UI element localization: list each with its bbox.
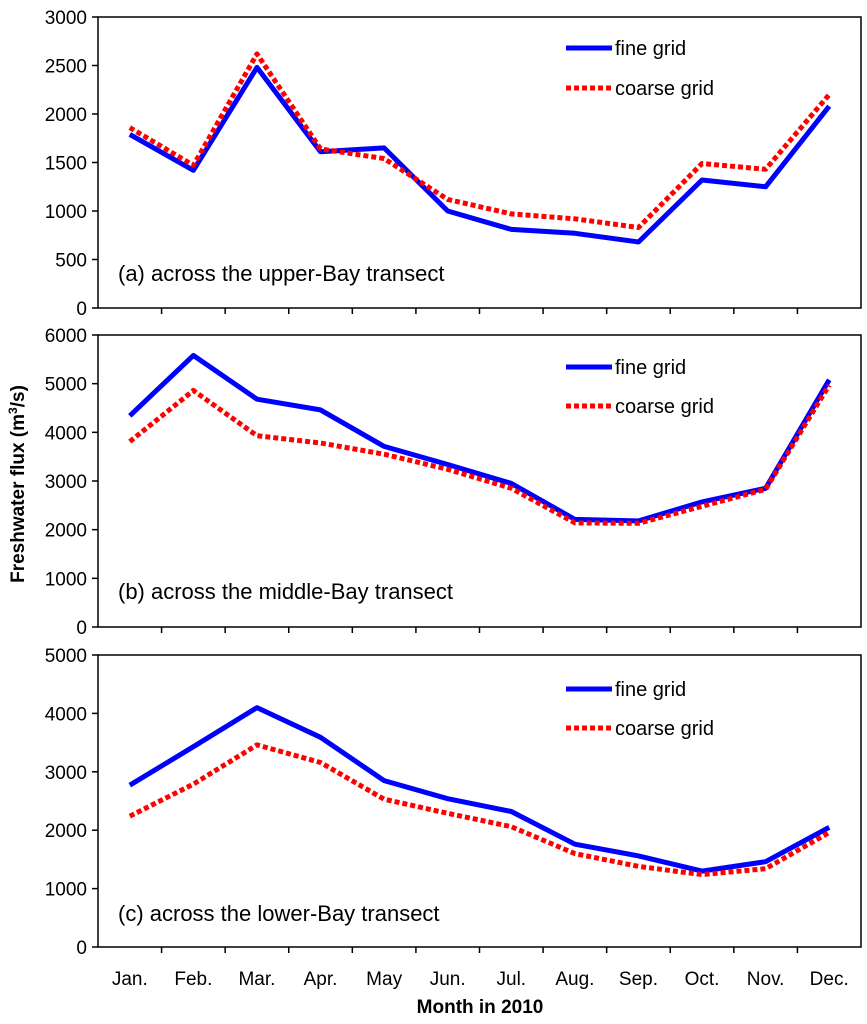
y-tick-label: 1000 (45, 880, 87, 901)
series-fine-grid-line (128, 64, 832, 245)
x-tick-label: Dec. (810, 969, 849, 990)
y-tick-label: 1500 (45, 154, 87, 175)
y-tick-label: 1000 (45, 569, 87, 590)
y-tick-label: 0 (76, 938, 87, 959)
legend-fine-grid-label: fine grid (615, 357, 686, 379)
y-tick-label: 0 (76, 618, 87, 639)
y-tick-label: 2000 (45, 821, 87, 842)
y-tick-label: 2000 (45, 105, 87, 126)
panel-b-plot: 0 1000 2000 3000 4000 5000 6000 (45, 326, 832, 639)
x-axis-title: Month in 2010 (417, 997, 544, 1018)
y-tick-label: 2500 (45, 57, 87, 78)
series-coarse-grid-line (128, 742, 831, 878)
series-coarse-grid-line (128, 383, 832, 526)
x-tick-label: May (366, 969, 402, 990)
x-tick-label: Jul. (497, 969, 527, 990)
x-tick-label: Sep. (619, 969, 658, 990)
y-axis-title-tail: /s) (8, 385, 29, 407)
y-tick-label: 500 (55, 251, 87, 272)
x-tick-label: Aug. (555, 969, 594, 990)
panel-a-plot: 0 500 1000 1500 2000 2500 3000 (45, 8, 832, 320)
y-tick-label: 6000 (45, 326, 87, 347)
legend-fine-grid-label: fine grid (615, 38, 686, 60)
panel-b-title: (b) across the middle-Bay transect (118, 579, 453, 604)
x-tick-label: Jan. (112, 969, 148, 990)
legend-coarse-grid-label: coarse grid (615, 718, 714, 740)
panel-a: 0 500 1000 1500 2000 2500 3000 (a) across the … (45, 8, 862, 320)
legend-coarse-grid-label: coarse grid (615, 78, 714, 100)
y-tick-label: 1000 (45, 202, 87, 223)
panel-a-legend: fine grid coarse grid (566, 38, 714, 100)
panel-c-legend: fine grid coarse grid (566, 679, 714, 740)
x-tick-label: Jun. (430, 969, 466, 990)
panel-c: 0 1000 2000 3000 4000 5000 (c) across the low… (45, 646, 862, 959)
y-tick-label: 4000 (45, 704, 87, 725)
x-tick-label: Nov. (747, 969, 785, 990)
y-tick-label: 2000 (45, 521, 87, 542)
y-tick-label: 3000 (45, 763, 87, 784)
x-tick-labels: Jan. Feb. Mar. Apr. May Jun. Jul. Aug. Sep. Oct. N… (112, 969, 849, 990)
y-tick-label: 3000 (45, 8, 87, 29)
y-axis-title-main: Freshwater flux (m (8, 414, 29, 583)
y-tick-label: 3000 (45, 472, 87, 493)
x-tick-label: Oct. (685, 969, 720, 990)
x-tick-label: Mar. (238, 969, 275, 990)
panel-b: 0 1000 2000 3000 4000 5000 6000 (b) across the… (45, 326, 862, 639)
legend-fine-grid-label: fine grid (615, 679, 686, 701)
panel-a-title: (a) across the upper-Bay transect (118, 261, 444, 286)
panel-b-legend: fine grid coarse grid (566, 357, 714, 418)
y-axis-title: Freshwater flux (m3/s) (6, 385, 29, 583)
panel-c-title: (c) across the lower-Bay transect (118, 901, 440, 926)
panel-c-plot: 0 1000 2000 3000 4000 5000 (45, 646, 831, 959)
series-fine-grid-line (128, 705, 831, 874)
series-coarse-grid-line (128, 51, 832, 230)
y-axis-title-superscript: 3 (6, 407, 20, 414)
x-tick-label: Apr. (304, 969, 338, 990)
y-tick-label: 4000 (45, 423, 87, 444)
legend-coarse-grid-label: coarse grid (615, 396, 714, 418)
series-fine-grid-line (128, 352, 832, 524)
x-tick-label: Feb. (174, 969, 212, 990)
y-tick-label: 0 (76, 299, 87, 320)
y-tick-label: 5000 (45, 646, 87, 667)
y-tick-label: 5000 (45, 375, 87, 396)
